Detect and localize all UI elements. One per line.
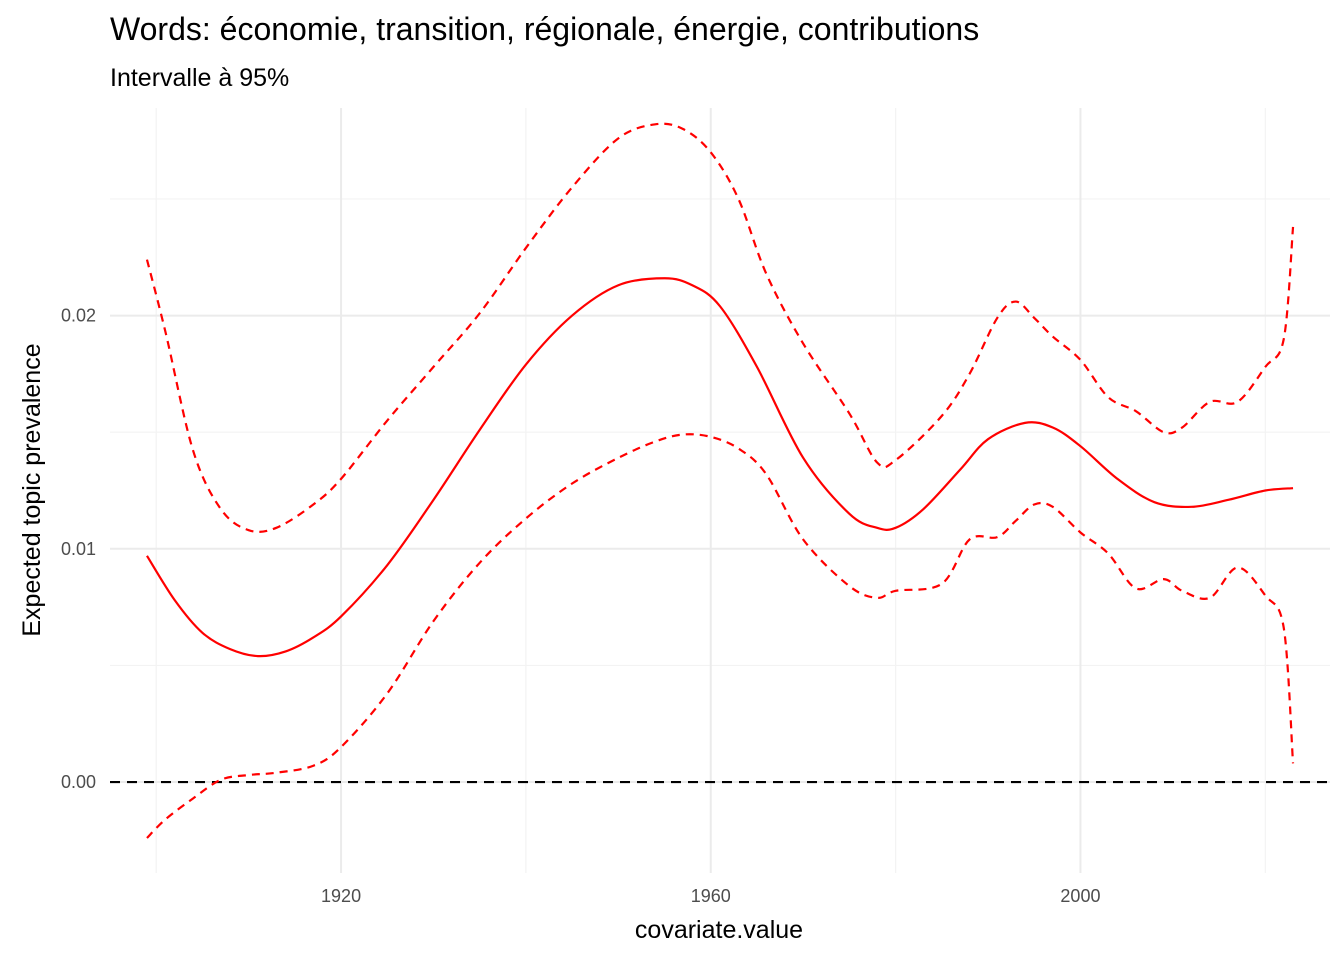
- x-axis-tick-labels: 1920 1960 2000: [321, 886, 1100, 906]
- y-tick-label: 0.02: [61, 306, 96, 326]
- minor-grid: [110, 108, 1330, 873]
- plot-area: [110, 108, 1330, 873]
- y-tick-label: 0.01: [61, 539, 96, 559]
- major-grid: [110, 108, 1330, 873]
- series-line-upper-95: [145, 122, 1295, 534]
- x-tick-label: 1960: [691, 886, 731, 906]
- y-tick-label: 0.00: [61, 772, 96, 792]
- chart-title: Words: économie, transition, régionale, …: [110, 11, 979, 47]
- series-line-estimate: [146, 277, 1294, 658]
- x-axis-title: covariate.value: [635, 916, 803, 944]
- series-layer: [145, 122, 1295, 839]
- y-axis-title: Expected topic prevalence: [18, 343, 46, 636]
- series-line-lower-95: [146, 433, 1295, 839]
- y-axis-tick-labels: 0.00 0.01 0.02: [61, 306, 96, 792]
- x-tick-label: 1920: [321, 886, 361, 906]
- x-tick-label: 2000: [1060, 886, 1100, 906]
- chart-subtitle: Intervalle à 95%: [110, 64, 289, 92]
